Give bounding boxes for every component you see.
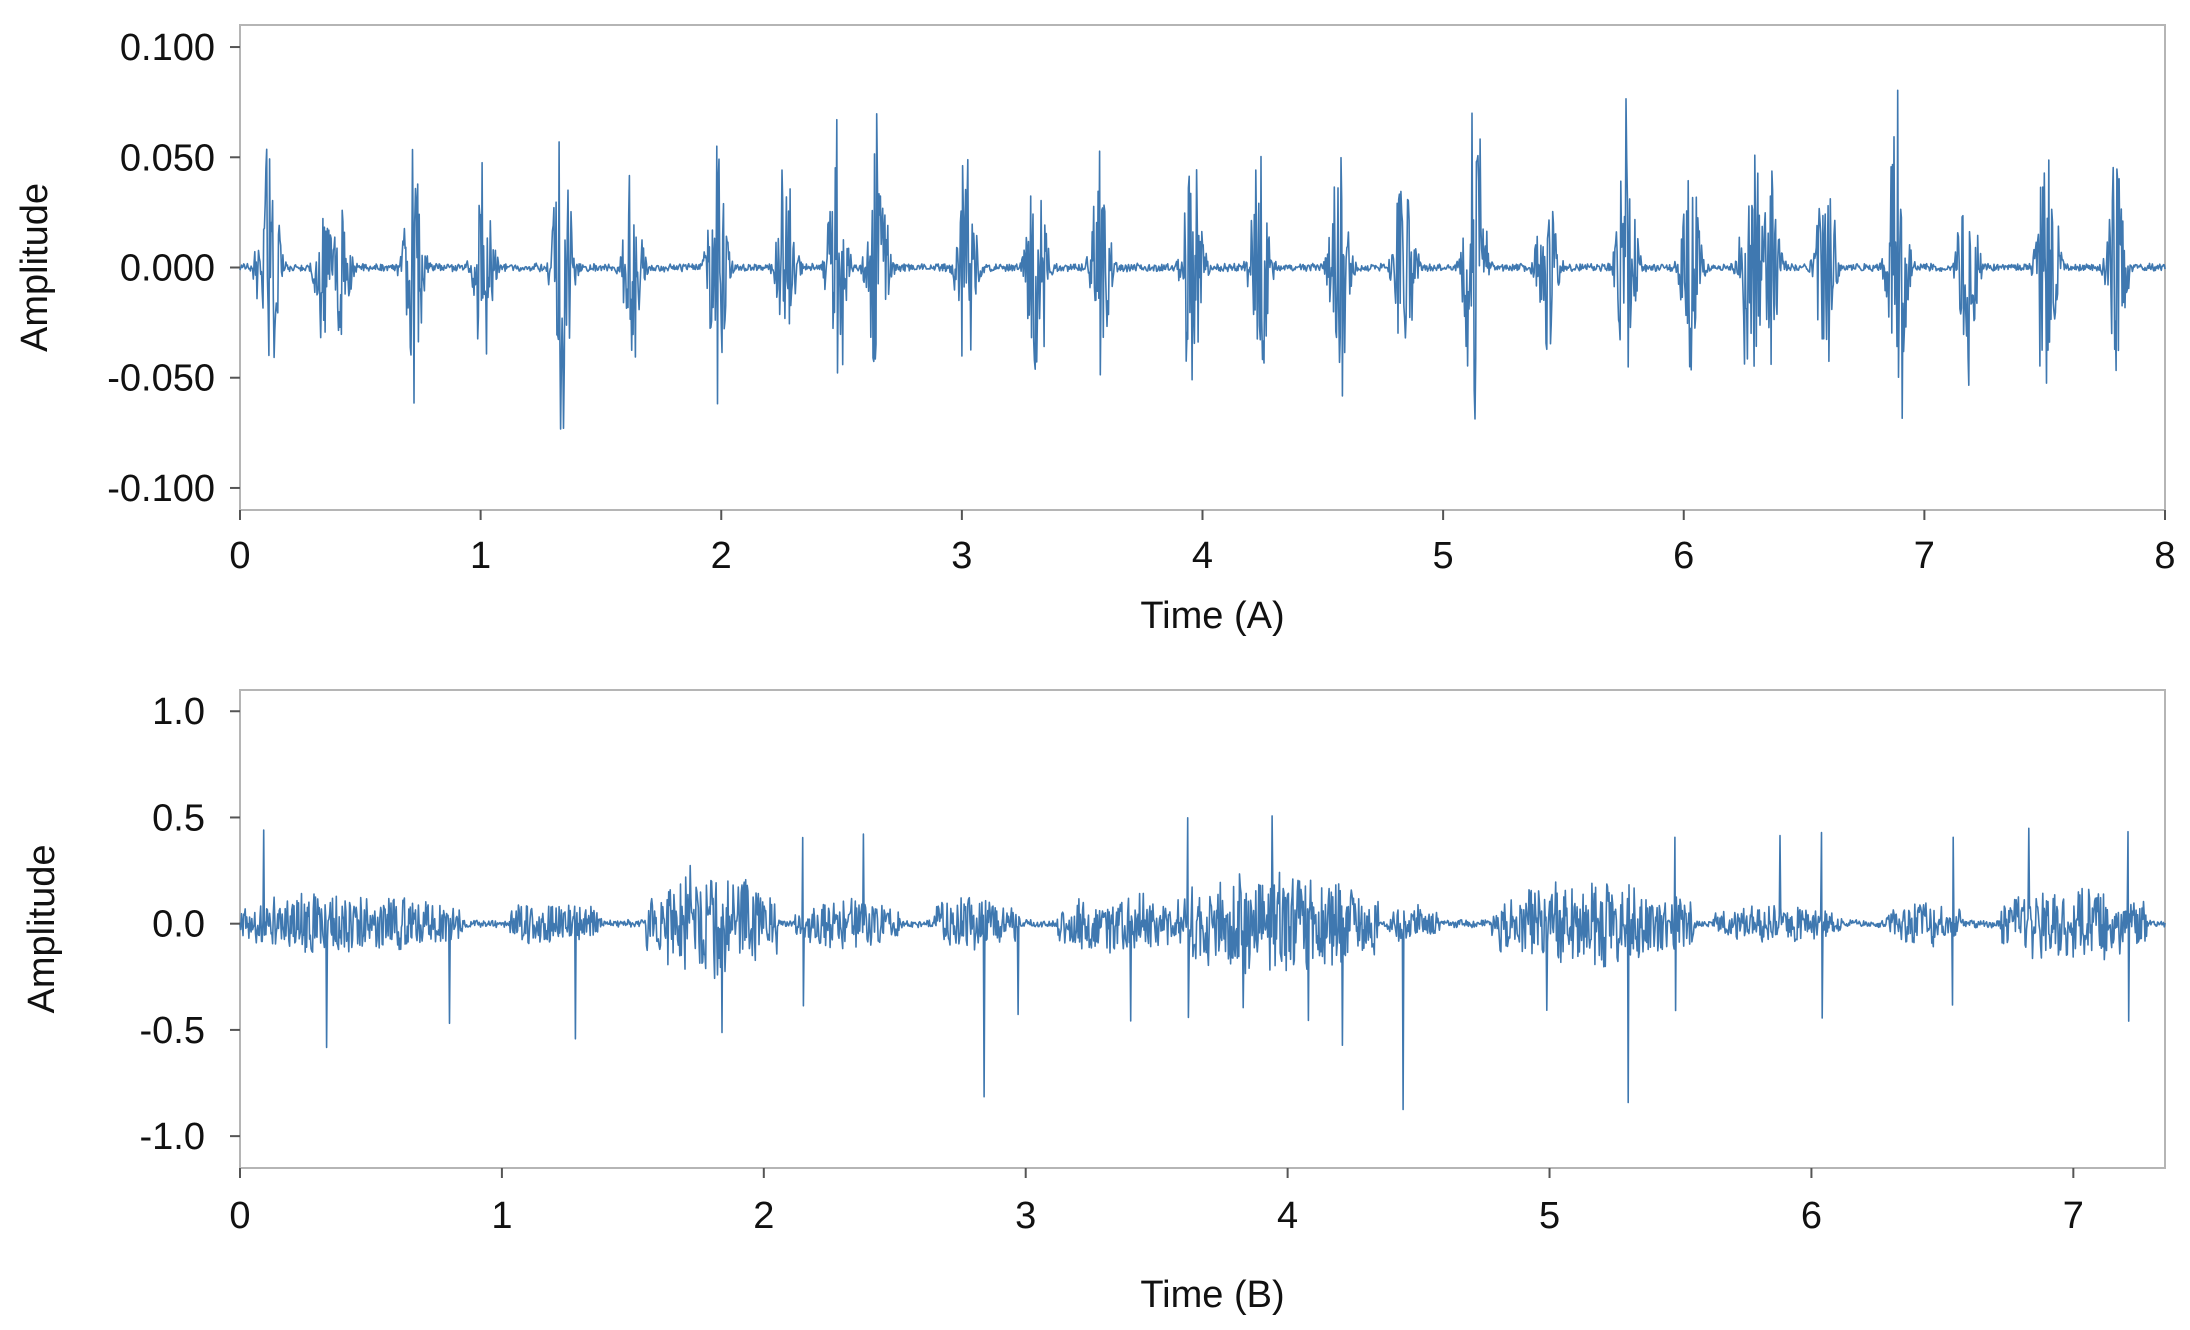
y-axis-title: Amplitude bbox=[21, 845, 63, 1014]
x-tick-label: 7 bbox=[1914, 535, 1935, 577]
x-tick-label: 6 bbox=[1801, 1195, 1822, 1237]
x-tick-label: 0 bbox=[229, 535, 250, 577]
x-tick-label: 3 bbox=[1015, 1195, 1036, 1237]
x-tick-label: 7 bbox=[2063, 1195, 2084, 1237]
x-tick-label: 6 bbox=[1673, 535, 1694, 577]
x-tick-label: 8 bbox=[2154, 535, 2175, 577]
y-tick-label: 0.050 bbox=[120, 137, 215, 179]
x-axis-title: Time (A) bbox=[1140, 595, 1284, 637]
y-tick-label: 0.000 bbox=[120, 248, 215, 290]
y-axis-title: Amplitude bbox=[14, 183, 56, 352]
x-tick-label: 5 bbox=[1539, 1195, 1560, 1237]
y-tick-label: -0.050 bbox=[107, 358, 215, 400]
x-tick-label: 2 bbox=[753, 1195, 774, 1237]
y-tick-label: -0.100 bbox=[107, 468, 215, 510]
y-tick-label: 0.5 bbox=[152, 797, 205, 839]
x-tick-label: 1 bbox=[491, 1195, 512, 1237]
x-tick-label: 2 bbox=[711, 535, 732, 577]
y-tick-label: -1.0 bbox=[140, 1116, 205, 1158]
chart-b: 1.0 0.5 0.0 -0.5 -1.0 0 1 2 3 4 5 6 7 Time (B) Amplitu… bbox=[21, 689, 2166, 1316]
waveform-series bbox=[239, 89, 2166, 430]
y-tick-label: -0.5 bbox=[140, 1010, 205, 1052]
y-tick-label: 1.0 bbox=[152, 691, 205, 733]
x-tick-label: 1 bbox=[470, 535, 491, 577]
chart-a: 0.100 0.050 0.000 -0.050 -0.100 0 1 2 3 4 5 6 7 8 Time… bbox=[14, 24, 2176, 637]
x-tick-label: 4 bbox=[1277, 1195, 1298, 1237]
x-tick-label: 4 bbox=[1192, 535, 1213, 577]
x-tick-label: 3 bbox=[951, 535, 972, 577]
y-tick-label: 0.100 bbox=[120, 27, 215, 69]
waveform-series bbox=[239, 815, 2166, 1111]
x-tick-label: 0 bbox=[229, 1195, 250, 1237]
x-axis-title: Time (B) bbox=[1140, 1274, 1284, 1316]
x-tick-label: 5 bbox=[1433, 535, 1454, 577]
y-tick-label: 0.0 bbox=[152, 904, 205, 946]
